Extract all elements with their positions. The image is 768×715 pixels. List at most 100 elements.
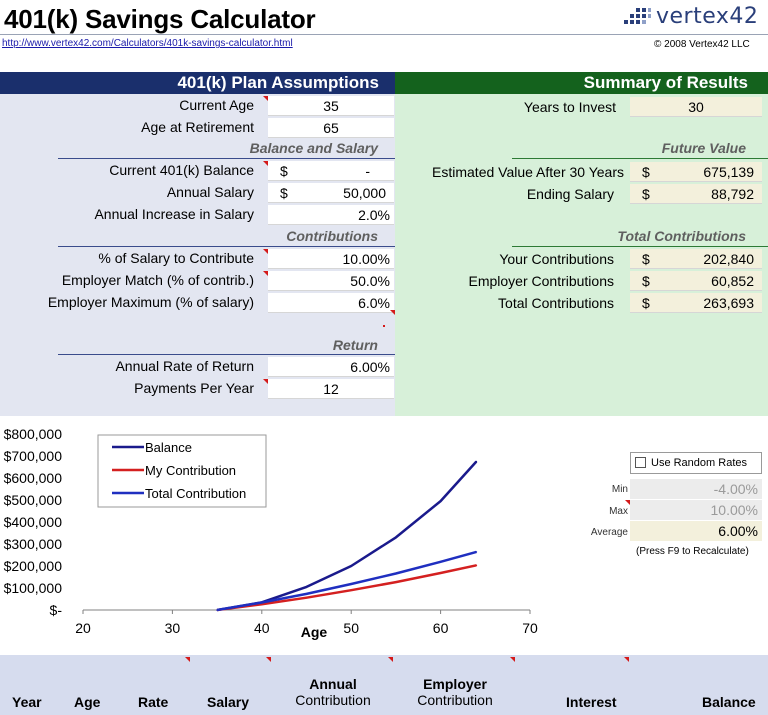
data-point	[395, 581, 397, 583]
data-point	[216, 609, 218, 611]
estimated-value-currency: $	[642, 164, 650, 180]
data-point	[475, 551, 478, 553]
col-salary-header: Salary	[207, 694, 250, 710]
balance-input[interactable]: $ -	[268, 161, 394, 181]
random-rates-checkbox[interactable]	[635, 457, 646, 468]
employer-contributions-value: 60,852	[711, 273, 754, 289]
comment-marker	[263, 96, 268, 101]
comment-marker	[263, 271, 268, 276]
y-tick-label: $600,000	[4, 470, 63, 486]
max-rate-value[interactable]: 10.00%	[630, 500, 762, 520]
section-divider	[512, 246, 768, 247]
chart-series	[216, 460, 478, 612]
ending-salary-currency: $	[642, 186, 650, 202]
schedule-table-header: Year Age Rate Salary Annual Contribution…	[0, 655, 768, 715]
retirement-age-label: Age at Retirement	[141, 119, 254, 135]
section-divider	[58, 158, 395, 159]
employer-contributions-currency: $	[642, 273, 650, 289]
total-contributions-currency: $	[642, 295, 650, 311]
total-contributions-label: Total Contributions	[498, 295, 614, 311]
payments-per-year-label: Payments Per Year	[134, 380, 254, 396]
comment-marker	[390, 310, 395, 315]
y-tick-label: $100,000	[4, 580, 63, 596]
salary-increase-input[interactable]: 2.0%	[268, 205, 394, 225]
col-employer-contribution-bottom: Contribution	[417, 692, 493, 708]
col-year-header: Year	[12, 694, 42, 710]
salary-increase-label: Annual Increase in Salary	[94, 206, 254, 222]
copyright-text: © 2008 Vertex42 LLC	[654, 39, 750, 50]
comment-marker	[510, 657, 515, 662]
employer-match-label: Employer Match (% of contrib.)	[61, 272, 254, 288]
header-divider	[0, 34, 768, 35]
col-employer-contribution-header: Employer Contribution	[412, 676, 498, 708]
balance-label: Current 401(k) Balance	[109, 162, 254, 178]
vertex42-logo: vertex42	[622, 4, 764, 30]
total-contributions-value: 263,693	[703, 295, 754, 311]
contributions-section-title: Contributions	[286, 228, 378, 244]
section-divider	[512, 158, 768, 159]
y-tick-label: $700,000	[4, 448, 63, 464]
random-rates-label: Use Random Rates	[651, 457, 747, 469]
col-age-header: Age	[74, 694, 101, 710]
salary-input[interactable]: $ 50,000	[268, 183, 394, 203]
x-tick-label: 30	[165, 620, 181, 636]
data-point	[395, 536, 397, 539]
data-point	[261, 601, 263, 604]
y-tick-label: $-	[50, 602, 63, 618]
comment-marker	[263, 379, 268, 384]
x-tick-label: 60	[433, 620, 449, 636]
col-rate-header: Rate	[138, 694, 169, 710]
return-section-title: Return	[332, 337, 378, 353]
col-interest-header: Interest	[566, 694, 617, 710]
employer-match-input[interactable]: 50.0%	[268, 271, 394, 291]
rate-of-return-label: Annual Rate of Return	[115, 358, 254, 374]
years-to-invest-label: Years to Invest	[523, 99, 616, 115]
your-contributions-label: Your Contributions	[499, 251, 614, 267]
rate-of-return-value: 6.00%	[350, 359, 390, 375]
section-divider	[58, 354, 395, 355]
employer-max-input[interactable]: 6.0%	[268, 293, 394, 313]
future-value-section-title: Future Value	[661, 140, 746, 156]
recalculate-hint: (Press F9 to Recalculate)	[636, 546, 749, 557]
comment-marker	[266, 657, 271, 662]
salary-increase-value: 2.0%	[358, 207, 390, 223]
your-contributions-currency: $	[642, 251, 650, 267]
ending-salary-cell: $ 88,792	[630, 184, 762, 204]
retirement-age-value: 65	[323, 120, 339, 136]
current-age-value: 35	[323, 98, 339, 114]
ending-salary-label: Ending Salary	[526, 186, 614, 202]
col-balance-header: Balance	[702, 694, 756, 710]
source-link[interactable]: http://www.vertex42.com/Calculators/401k…	[2, 38, 293, 49]
summary-panel	[395, 72, 768, 416]
logo-text: vertex42	[656, 4, 759, 29]
contribution-pct-input[interactable]: 10.00%	[268, 249, 394, 269]
retirement-age-input[interactable]: 65	[268, 118, 394, 138]
comment-marker	[263, 161, 268, 166]
col-employer-contribution-top: Employer	[423, 676, 487, 692]
random-rates-toggle[interactable]: Use Random Rates	[630, 452, 762, 474]
max-rate-label: Max	[609, 506, 628, 517]
current-age-input[interactable]: 35	[268, 96, 394, 116]
contribution-pct-value: 10.00%	[342, 251, 390, 267]
payments-per-year-input[interactable]: 12	[268, 379, 394, 399]
salary-label: Annual Salary	[166, 184, 254, 200]
section-divider	[58, 246, 395, 247]
savings-chart: $- $100,000 $200,000 $300,000 $400,000 $500,0…	[4, 426, 538, 640]
data-point	[475, 460, 478, 463]
data-point	[350, 589, 353, 591]
min-rate-value[interactable]: -4.00%	[630, 479, 762, 499]
employer-contributions-cell: $ 60,852	[630, 271, 762, 291]
average-rate-value: 6.00%	[630, 521, 762, 541]
x-tick-label: 20	[75, 620, 91, 636]
page-title: 401(k) Savings Calculator	[4, 4, 316, 34]
employer-match-value: 50.0%	[350, 273, 390, 289]
salary-value: 50,000	[343, 185, 386, 201]
rate-of-return-input[interactable]: 6.00%	[268, 357, 394, 377]
payments-per-year-value: 12	[323, 381, 339, 397]
comment-marker	[388, 657, 393, 662]
data-point	[350, 583, 353, 585]
data-point	[305, 596, 308, 599]
employer-max-value: 6.0%	[358, 295, 390, 311]
balance-salary-section-title: Balance and Salary	[249, 140, 378, 156]
y-tick-label: $200,000	[4, 558, 63, 574]
